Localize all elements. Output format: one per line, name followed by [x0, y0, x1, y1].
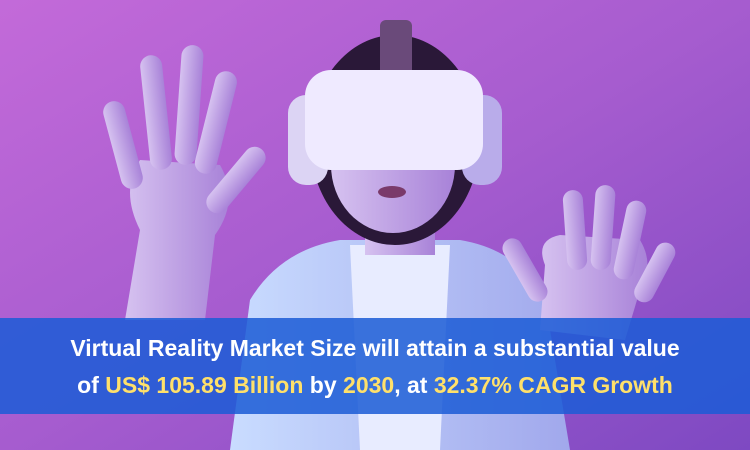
- caption-line-1: Virtual Reality Market Size will attain …: [70, 335, 680, 361]
- lips: [378, 186, 406, 198]
- caption-text: by: [303, 372, 344, 398]
- highlight-text: US$ 105.89 Billion: [105, 372, 304, 398]
- highlight-text: 32.37% CAGR Growth: [433, 372, 673, 398]
- caption-line-2: of US$ 105.89 Billion by 2030, at 32.37%…: [0, 367, 750, 404]
- caption-band: Virtual Reality Market Size will attain …: [0, 318, 750, 414]
- left-hand: [103, 45, 266, 320]
- right-hand: [502, 185, 676, 340]
- vr-headset: [305, 70, 483, 170]
- caption-text: , at: [394, 372, 434, 398]
- caption-text: of: [77, 372, 106, 398]
- headset-strap: [380, 20, 412, 80]
- highlight-text: 2030: [343, 372, 395, 398]
